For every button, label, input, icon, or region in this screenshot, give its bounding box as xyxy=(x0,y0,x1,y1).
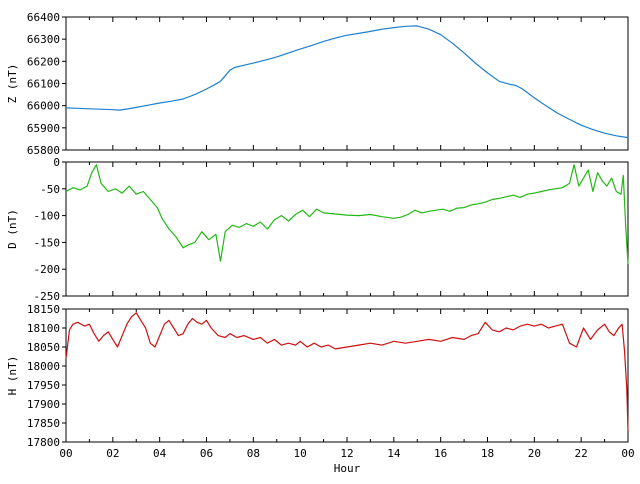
plot-frame-0 xyxy=(65,16,629,151)
x-tick-label: 12 xyxy=(340,447,353,460)
x-axis-label: Hour xyxy=(334,462,361,475)
y-tick-label: 66200 xyxy=(27,55,60,68)
x-tick-label: 22 xyxy=(575,447,588,460)
series-line-1-0 xyxy=(65,164,629,264)
y-axis-label: D (nT) xyxy=(6,209,19,249)
series-line-2-0 xyxy=(65,312,629,431)
y-tick-label: 17850 xyxy=(27,417,60,430)
x-tick-label: 04 xyxy=(153,447,167,460)
x-tick-label: 14 xyxy=(387,447,401,460)
y-tick-label: 18050 xyxy=(27,341,60,354)
y-axis-label: Z (nT) xyxy=(6,64,19,104)
x-tick-label: 00 xyxy=(621,447,634,460)
x-tick-label: 08 xyxy=(247,447,260,460)
x-tick-label: 18 xyxy=(481,447,494,460)
y-tick-label: -200 xyxy=(34,263,61,276)
y-tick-label: 0 xyxy=(53,156,60,169)
x-tick-label: 06 xyxy=(200,447,213,460)
x-tick-label: 16 xyxy=(434,447,447,460)
x-tick-label: 10 xyxy=(294,447,307,460)
y-axis-label: H (nT) xyxy=(6,356,19,396)
y-tick-label: 65800 xyxy=(27,144,60,157)
y-tick-label: 66400 xyxy=(27,11,60,24)
y-tick-label: -250 xyxy=(34,290,61,303)
y-tick-label: 17900 xyxy=(27,398,60,411)
x-tick-label: 02 xyxy=(106,447,119,460)
y-tick-label: -100 xyxy=(34,210,61,223)
y-tick-label: 66000 xyxy=(27,100,60,113)
y-tick-label: 17800 xyxy=(27,436,60,449)
series-line-0-0 xyxy=(65,25,629,139)
y-tick-label: 18000 xyxy=(27,360,60,373)
y-tick-label: -150 xyxy=(34,236,61,249)
y-tick-label: 65900 xyxy=(27,122,60,135)
plot-frame-2 xyxy=(65,308,629,443)
y-tick-label: 18100 xyxy=(27,322,60,335)
y-tick-label: 18150 xyxy=(27,303,60,316)
y-tick-label: 17950 xyxy=(27,379,60,392)
y-tick-label: 66300 xyxy=(27,33,60,46)
y-tick-label: -50 xyxy=(40,183,60,196)
x-tick-label: 00 xyxy=(59,447,72,460)
plot-frame-1 xyxy=(65,161,629,297)
y-tick-label: 66100 xyxy=(27,78,60,91)
x-tick-label: 20 xyxy=(528,447,541,460)
